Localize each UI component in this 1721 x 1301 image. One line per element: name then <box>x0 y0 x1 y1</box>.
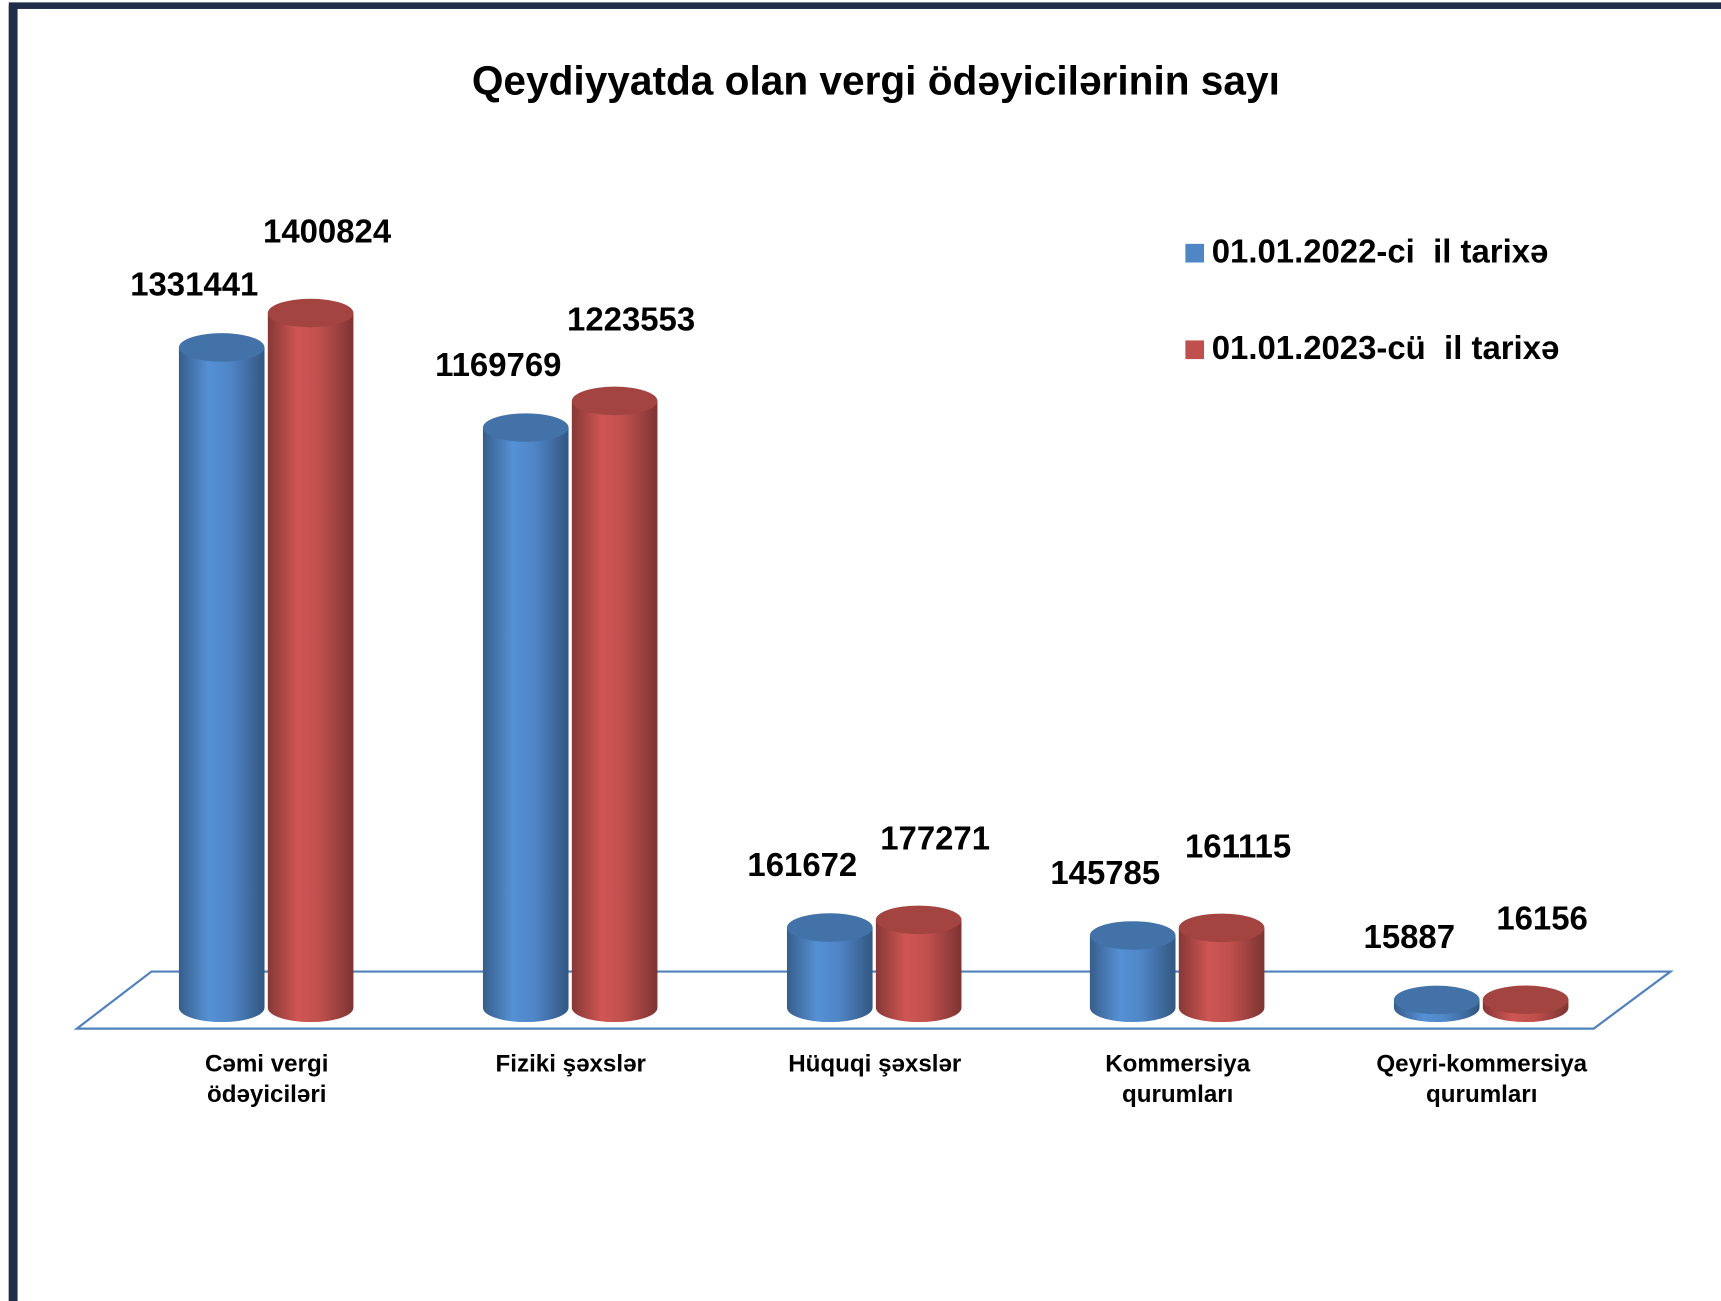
bar <box>1089 935 1176 1023</box>
data-label: 15887 <box>1364 918 1456 955</box>
chart-title: Qeydiyyatda olan vergi ödəyicilərinin sa… <box>472 57 1280 103</box>
bar <box>482 427 569 1023</box>
bar-top <box>571 386 658 416</box>
x-label-box: Kommersiya qurumları <box>1105 1049 1251 1108</box>
legend-label: 01.01.2022-ci il tarixə <box>1212 232 1549 269</box>
x-tick-label: Kommersiya qurumları <box>1105 1049 1251 1108</box>
x-tick-label: Hüquqi şəxslər <box>788 1049 962 1077</box>
data-label: 145785 <box>1050 854 1160 891</box>
x-label-box: Cəmi vergi ödəyiciləri <box>204 1049 329 1108</box>
bar-top <box>1178 913 1265 943</box>
bar <box>267 312 354 1023</box>
bar-top <box>786 913 873 942</box>
data-label: 1223553 <box>567 301 695 338</box>
x-tick-label: Cəmi vergi ödəyiciləri <box>204 1049 329 1108</box>
legend-swatch <box>1185 243 1205 263</box>
bar-top <box>1089 921 1176 950</box>
legend-label: 01.01.2023-cü il tarixə <box>1212 329 1560 366</box>
bar <box>786 927 873 1023</box>
data-label: 1169769 <box>435 346 561 383</box>
data-label: 1331441 <box>130 266 258 303</box>
floor <box>73 970 1674 1030</box>
bar-top <box>482 413 569 442</box>
bar <box>178 347 265 1023</box>
x-tick-label: Fiziki şəxslər <box>495 1049 646 1077</box>
data-label: 177271 <box>880 820 990 857</box>
legend-swatch <box>1185 340 1205 360</box>
bar <box>571 400 658 1023</box>
bar <box>875 919 962 1023</box>
bar <box>1178 927 1265 1023</box>
data-label: 161115 <box>1185 828 1291 865</box>
bar-top <box>267 298 354 328</box>
bar-top <box>178 333 265 362</box>
x-label-box: Fiziki şəxslər <box>495 1049 646 1077</box>
data-label: 16156 <box>1496 899 1588 936</box>
frame-edge <box>8 5 18 1301</box>
x-label-box: Qeyri-kommersiya qurumları <box>1376 1049 1588 1108</box>
data-label: 161672 <box>747 846 857 883</box>
x-label-box: Hüquqi şəxslər <box>788 1049 962 1077</box>
data-label: 1400824 <box>263 213 392 250</box>
x-tick-label: Qeyri-kommersiya qurumları <box>1376 1049 1588 1108</box>
bar-top <box>1482 985 1569 1015</box>
bar-top <box>875 905 962 935</box>
bar-top <box>1393 985 1480 1015</box>
